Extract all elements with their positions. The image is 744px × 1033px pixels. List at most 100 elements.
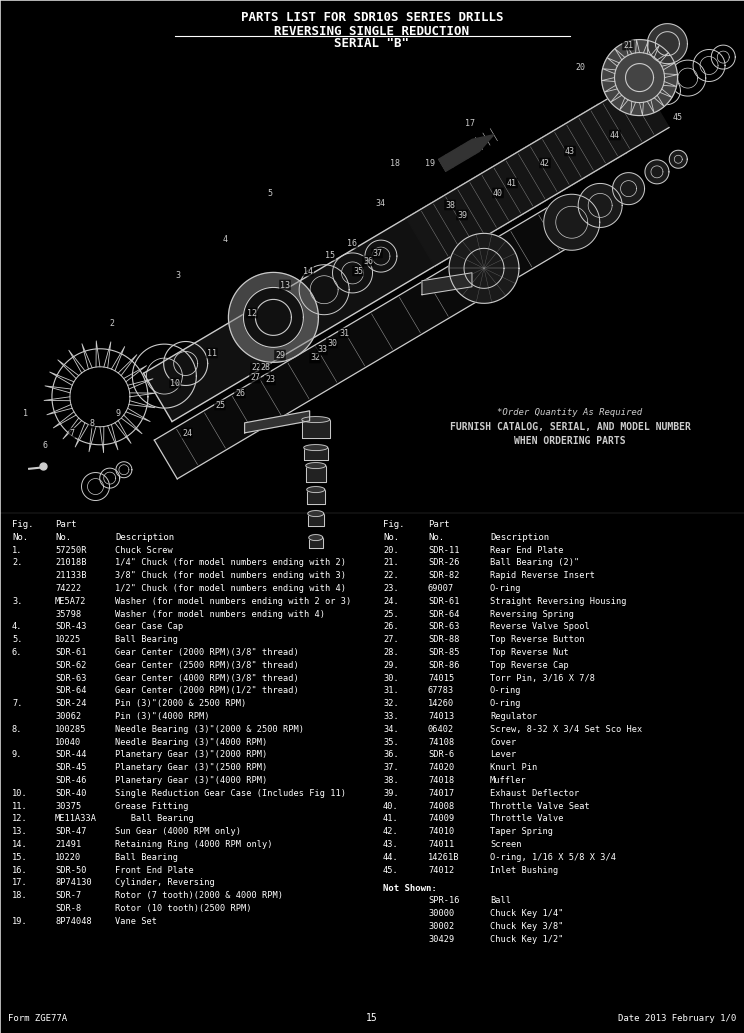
Text: SPR-16: SPR-16 [428, 897, 460, 905]
Text: SERIAL "B": SERIAL "B" [335, 37, 409, 50]
Text: 15: 15 [325, 250, 335, 259]
Text: 8.: 8. [12, 725, 22, 733]
Text: 7: 7 [69, 429, 74, 438]
Text: 22.: 22. [383, 571, 399, 581]
Text: 3.: 3. [12, 597, 22, 605]
Text: 6: 6 [42, 440, 48, 449]
Text: 16.: 16. [12, 866, 28, 875]
Text: 12: 12 [247, 309, 257, 317]
Polygon shape [307, 490, 324, 503]
Text: Date 2013 February 1/0: Date 2013 February 1/0 [618, 1014, 736, 1023]
Text: 29.: 29. [383, 661, 399, 669]
Text: 11.: 11. [12, 802, 28, 811]
Text: O-ring: O-ring [490, 699, 522, 709]
Text: Rear End Plate: Rear End Plate [490, 545, 563, 555]
Text: 8P74048: 8P74048 [55, 917, 92, 926]
Text: 30: 30 [327, 339, 337, 347]
Text: 31: 31 [339, 328, 349, 338]
Text: Top Reverse Nut: Top Reverse Nut [490, 648, 568, 657]
Text: O-ring, 1/16 X 5/8 X 3/4: O-ring, 1/16 X 5/8 X 3/4 [490, 853, 616, 862]
Text: 06402: 06402 [428, 725, 455, 733]
Text: REVERSING SINGLE REDUCTION: REVERSING SINGLE REDUCTION [275, 25, 469, 38]
Polygon shape [144, 104, 626, 421]
Text: 2: 2 [109, 318, 115, 327]
Text: Cylinder, Reversing: Cylinder, Reversing [115, 878, 215, 887]
Text: 31.: 31. [383, 686, 399, 695]
Text: Sun Gear (4000 RPM only): Sun Gear (4000 RPM only) [115, 827, 241, 836]
Polygon shape [302, 419, 330, 438]
Polygon shape [449, 233, 519, 304]
Text: 20: 20 [575, 63, 585, 72]
Text: Gear Center (2500 RPM)(3/8" thread): Gear Center (2500 RPM)(3/8" thread) [115, 661, 299, 669]
Text: Pin (3)"(4000 RPM): Pin (3)"(4000 RPM) [115, 712, 210, 721]
Text: 42.: 42. [383, 827, 399, 836]
Text: Retaining Ring (4000 RPM only): Retaining Ring (4000 RPM only) [115, 840, 272, 849]
Text: 9.: 9. [12, 750, 22, 759]
Text: 40.: 40. [383, 802, 399, 811]
Text: 21018B: 21018B [55, 559, 86, 567]
Text: Not Shown:: Not Shown: [383, 883, 437, 893]
Text: 1/4" Chuck (for model numbers ending with 2): 1/4" Chuck (for model numbers ending wit… [115, 559, 346, 567]
Text: 39.: 39. [383, 789, 399, 797]
Text: SDR-82: SDR-82 [428, 571, 460, 581]
Text: 14260: 14260 [428, 699, 455, 709]
Text: 39: 39 [457, 211, 467, 219]
Text: 18.: 18. [12, 891, 28, 900]
Text: 38: 38 [445, 200, 455, 210]
Text: 30429: 30429 [428, 935, 455, 944]
Text: 45: 45 [673, 114, 683, 123]
Text: SDR-64: SDR-64 [55, 686, 86, 695]
Text: Rotor (10 tooth)(2500 RPM): Rotor (10 tooth)(2500 RPM) [115, 904, 251, 913]
Text: 22: 22 [251, 364, 261, 373]
Text: Planetary Gear (3)"(2500 RPM): Planetary Gear (3)"(2500 RPM) [115, 763, 267, 773]
Text: Lever: Lever [490, 750, 516, 759]
Text: Cover: Cover [490, 738, 516, 747]
Text: 14261B: 14261B [428, 853, 460, 862]
Text: Needle Bearing (3)"(2000 & 2500 RPM): Needle Bearing (3)"(2000 & 2500 RPM) [115, 725, 304, 733]
Text: 14: 14 [303, 267, 313, 276]
Polygon shape [645, 160, 669, 184]
Text: Ball Bearing (2)": Ball Bearing (2)" [490, 559, 580, 567]
Text: 10040: 10040 [55, 738, 81, 747]
Text: Part: Part [428, 520, 449, 529]
Text: 13.: 13. [12, 827, 28, 836]
Text: 21133B: 21133B [55, 571, 86, 581]
Text: Torr Pin, 3/16 X 7/8: Torr Pin, 3/16 X 7/8 [490, 674, 595, 683]
Text: 33: 33 [317, 345, 327, 354]
Ellipse shape [306, 463, 326, 469]
Text: 2.: 2. [12, 559, 22, 567]
Text: Form ZGE77A: Form ZGE77A [8, 1014, 67, 1023]
Text: SDR-62: SDR-62 [55, 661, 86, 669]
Text: Taper Spring: Taper Spring [490, 827, 553, 836]
Text: 10.: 10. [12, 789, 28, 797]
Polygon shape [422, 273, 472, 294]
Text: WHEN ORDERING PARTS: WHEN ORDERING PARTS [514, 436, 626, 446]
Text: Description: Description [490, 533, 549, 541]
Text: 32.: 32. [383, 699, 399, 709]
Text: 3: 3 [176, 271, 181, 280]
Polygon shape [578, 184, 622, 227]
Text: Screen: Screen [490, 840, 522, 849]
Text: 74008: 74008 [428, 802, 455, 811]
Text: SDR-61: SDR-61 [428, 597, 460, 605]
Text: No.: No. [383, 533, 399, 541]
Text: 7.: 7. [12, 699, 22, 709]
Text: 74009: 74009 [428, 814, 455, 823]
Text: 74108: 74108 [428, 738, 455, 747]
Text: Throttle Valve: Throttle Valve [490, 814, 563, 823]
Text: Reverse Valve Spool: Reverse Valve Spool [490, 623, 590, 631]
Text: Washer (for model numbers ending with 4): Washer (for model numbers ending with 4) [115, 609, 325, 619]
Text: Description: Description [115, 533, 174, 541]
Polygon shape [154, 200, 582, 479]
Text: SDR-40: SDR-40 [55, 789, 86, 797]
Text: 43.: 43. [383, 840, 399, 849]
Polygon shape [308, 513, 324, 526]
Text: Gear Center (4000 RPM)(3/8" thread): Gear Center (4000 RPM)(3/8" thread) [115, 674, 299, 683]
Text: SDR-85: SDR-85 [428, 648, 460, 657]
Text: SDR-86: SDR-86 [428, 661, 460, 669]
Polygon shape [228, 273, 318, 363]
Text: Gear Center (2000 RPM)(1/2" thread): Gear Center (2000 RPM)(1/2" thread) [115, 686, 299, 695]
Text: 19: 19 [425, 158, 435, 167]
Text: Chuck Screw: Chuck Screw [115, 545, 173, 555]
FancyArrow shape [439, 134, 494, 171]
